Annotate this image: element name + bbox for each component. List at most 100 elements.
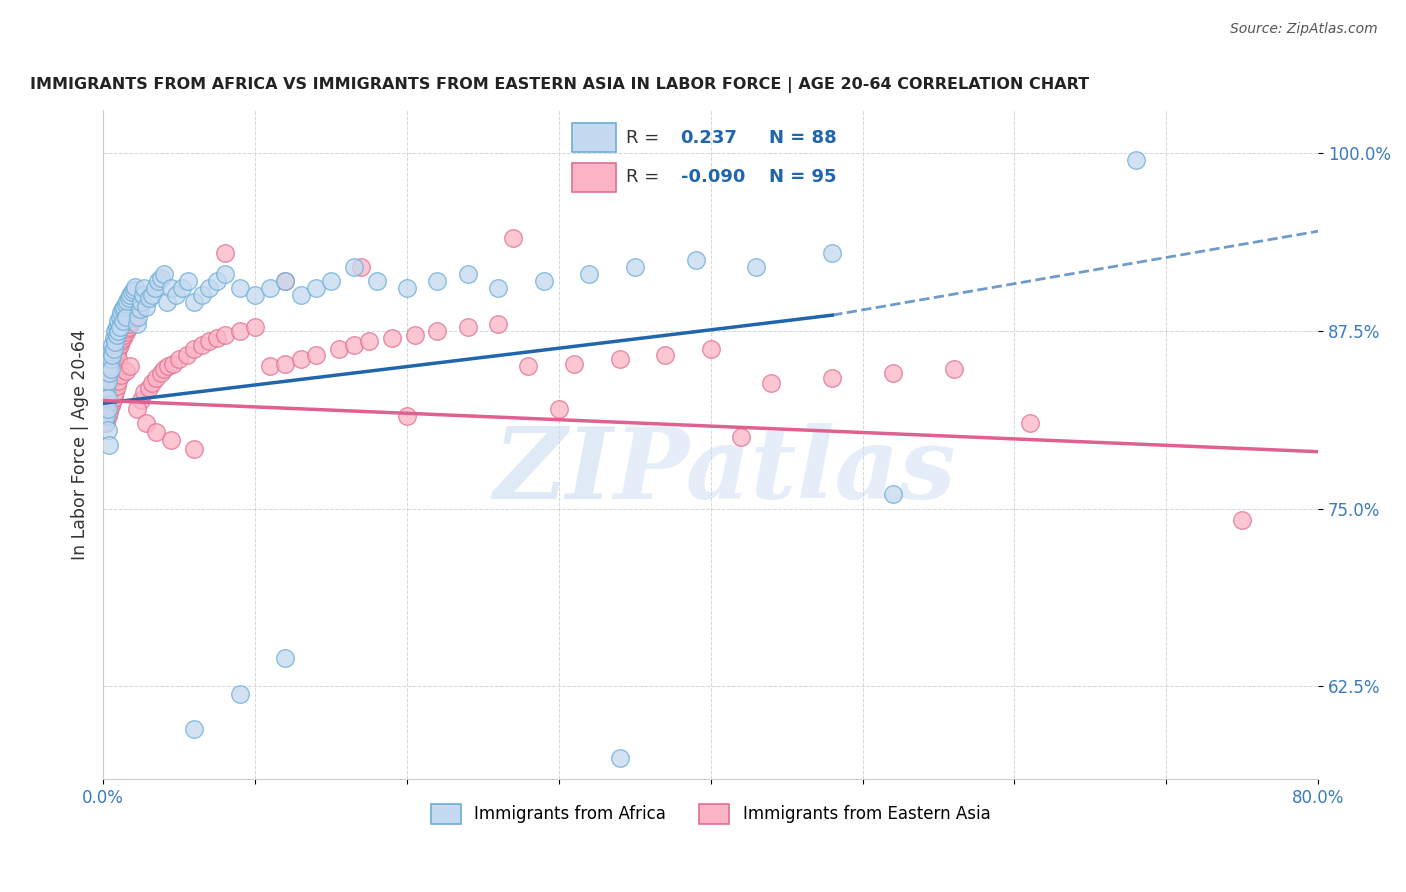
Point (366, 274, 388, 288)
Point (120, 359, 142, 374)
Point (135, 300, 157, 314)
Point (101, 395, 124, 409)
Point (107, 314, 129, 328)
Point (685, 252, 707, 267)
Point (730, 430, 752, 444)
Point (183, 722, 205, 736)
Point (107, 343, 129, 357)
Point (125, 305, 148, 319)
Point (229, 324, 252, 338)
Point (882, 487, 904, 501)
Point (172, 281, 194, 295)
Point (104, 348, 127, 362)
Point (111, 314, 134, 328)
Text: Source: ZipAtlas.com: Source: ZipAtlas.com (1230, 22, 1378, 37)
Point (305, 281, 328, 295)
Point (761, 376, 783, 391)
Point (426, 274, 449, 288)
Point (305, 348, 328, 362)
Point (134, 384, 156, 399)
Point (117, 322, 139, 336)
Point (229, 281, 252, 295)
Point (153, 362, 176, 376)
Point (97, 381, 120, 395)
Point (745, 260, 768, 274)
Point (100, 374, 122, 388)
Point (517, 359, 540, 374)
Point (100, 399, 122, 413)
Point (165, 288, 187, 302)
Text: IMMIGRANTS FROM AFRICA VS IMMIGRANTS FROM EASTERN ASIA IN LABOR FORCE | AGE 20-6: IMMIGRANTS FROM AFRICA VS IMMIGRANTS FRO… (30, 78, 1090, 94)
Point (98, 367, 121, 381)
Point (97, 391, 120, 405)
Point (160, 281, 183, 295)
Point (274, 651, 297, 665)
Point (205, 274, 228, 288)
Point (205, 331, 228, 345)
Point (404, 328, 426, 343)
Point (198, 334, 221, 348)
Point (103, 362, 125, 376)
Point (105, 328, 128, 343)
Point (502, 231, 524, 245)
Point (107, 324, 129, 338)
Text: Patlas: Patlas (613, 423, 956, 520)
Point (101, 357, 124, 371)
Point (486, 317, 509, 331)
Point (97, 409, 120, 424)
Point (128, 302, 150, 317)
Point (149, 367, 172, 381)
Point (121, 314, 143, 328)
Point (319, 274, 342, 288)
Point (97, 402, 120, 417)
Point (533, 274, 555, 288)
Point (120, 317, 142, 331)
Point (138, 381, 160, 395)
Point (96, 417, 118, 431)
Point (127, 310, 149, 324)
Point (129, 295, 152, 310)
Point (108, 338, 131, 352)
Point (93, 402, 115, 417)
Point (134, 281, 156, 295)
Point (821, 370, 844, 384)
Point (110, 305, 132, 319)
Point (124, 308, 146, 322)
Point (104, 384, 127, 399)
Point (131, 288, 153, 302)
Point (229, 687, 252, 701)
Point (274, 274, 297, 288)
Point (381, 331, 404, 345)
Point (122, 283, 145, 297)
Point (942, 362, 965, 376)
Point (115, 325, 138, 339)
Point (104, 324, 127, 338)
Point (96, 395, 118, 409)
Point (112, 300, 135, 314)
Point (111, 302, 134, 317)
Point (108, 310, 131, 324)
Point (183, 295, 205, 310)
Point (104, 357, 127, 371)
Point (100, 345, 122, 359)
Point (100, 362, 122, 376)
Point (96, 381, 118, 395)
Point (328, 343, 350, 357)
Point (97, 423, 120, 437)
Point (290, 352, 312, 367)
Y-axis label: In Labor Force | Age 20-64: In Labor Force | Age 20-64 (72, 329, 89, 560)
Point (654, 348, 676, 362)
Point (98, 437, 121, 451)
Point (609, 750, 631, 764)
Point (141, 376, 163, 391)
Point (98, 370, 121, 384)
Point (198, 281, 221, 295)
Point (107, 352, 129, 367)
Point (118, 319, 141, 334)
Point (96, 388, 118, 402)
Point (97, 374, 120, 388)
Point (100, 352, 122, 367)
Point (457, 319, 479, 334)
Point (1018, 417, 1040, 431)
Point (121, 285, 143, 300)
